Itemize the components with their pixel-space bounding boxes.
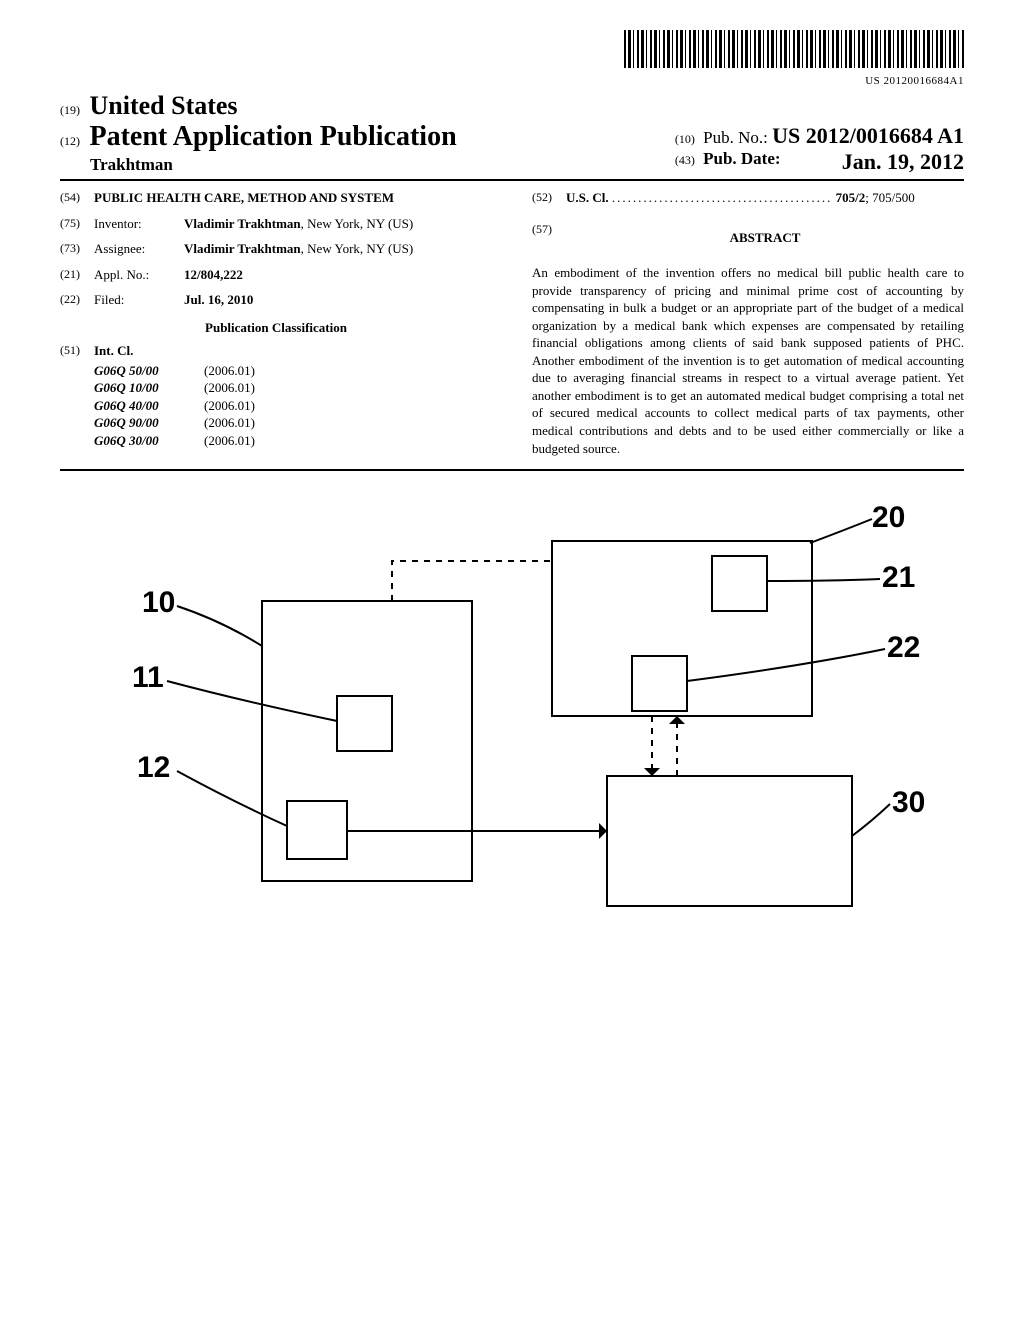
document-header: (19) United States (12) Patent Applicati… xyxy=(60,91,964,181)
author-name: Trakhtman xyxy=(90,155,457,175)
code-75: (75) xyxy=(60,215,94,233)
ref-label-21: 21 xyxy=(882,561,915,595)
intcl-row: G06Q 30/00(2006.01) xyxy=(94,432,492,450)
intcl-code: G06Q 10/00 xyxy=(94,379,204,397)
application-number: 12/804,222 xyxy=(184,266,492,284)
code-21: (21) xyxy=(60,266,94,284)
intcl-list: G06Q 50/00(2006.01)G06Q 10/00(2006.01)G0… xyxy=(60,362,492,450)
ref-label-22: 22 xyxy=(887,631,920,665)
ref-label-20: 20 xyxy=(872,501,905,535)
publication-number: US 2012/0016684 A1 xyxy=(772,123,964,148)
barcode-region: US 20120016684A1 xyxy=(60,30,964,87)
pubdate-label: Pub. Date: xyxy=(703,149,780,168)
ref-label-12: 12 xyxy=(137,751,170,785)
assignee-label: Assignee: xyxy=(94,240,184,258)
inventor-location: , New York, NY (US) xyxy=(301,216,414,231)
code-12: (12) xyxy=(60,134,80,148)
filed-label: Filed: xyxy=(94,291,184,309)
intcl-code: G06Q 50/00 xyxy=(94,362,204,380)
uscl-value-secondary: ; 705/500 xyxy=(865,190,914,205)
country-name: United States xyxy=(90,91,238,120)
figure-svg xyxy=(62,501,962,921)
code-57: (57) xyxy=(532,221,566,257)
code-43: (43) xyxy=(675,153,695,167)
pubno-label: Pub. No.: xyxy=(703,128,768,147)
publication-classification-header: Publication Classification xyxy=(60,319,492,337)
code-51: (51) xyxy=(60,342,94,360)
barcode-text: US 20120016684A1 xyxy=(60,75,964,87)
ref-label-11: 11 xyxy=(132,661,164,695)
assignee-name: Vladimir Trakhtman xyxy=(184,241,301,256)
uscl-dots: ........................................… xyxy=(612,190,833,205)
code-22: (22) xyxy=(60,291,94,309)
intcl-date: (2006.01) xyxy=(204,414,255,432)
filed-date: Jul. 16, 2010 xyxy=(184,291,492,309)
code-54: (54) xyxy=(60,189,94,207)
intcl-date: (2006.01) xyxy=(204,362,255,380)
inventor-name: Vladimir Trakhtman xyxy=(184,216,301,231)
invention-title: PUBLIC HEALTH CARE, METHOD AND SYSTEM xyxy=(94,189,492,207)
abstract-text: An embodiment of the invention offers no… xyxy=(532,264,964,457)
intcl-code: G06Q 40/00 xyxy=(94,397,204,415)
abstract-header: ABSTRACT xyxy=(566,229,964,247)
intcl-row: G06Q 90/00(2006.01) xyxy=(94,414,492,432)
code-52: (52) xyxy=(532,189,566,207)
barcode-graphic xyxy=(624,30,964,68)
intcl-row: G06Q 50/00(2006.01) xyxy=(94,362,492,380)
inventor-label: Inventor: xyxy=(94,215,184,233)
intcl-date: (2006.01) xyxy=(204,379,255,397)
ref-label-10: 10 xyxy=(142,586,175,620)
intcl-row: G06Q 10/00(2006.01) xyxy=(94,379,492,397)
ref-label-30: 30 xyxy=(892,786,925,820)
uscl-value-primary: 705/2 xyxy=(836,190,866,205)
publication-type: Patent Application Publication xyxy=(90,121,457,152)
intcl-date: (2006.01) xyxy=(204,432,255,450)
intcl-code: G06Q 90/00 xyxy=(94,414,204,432)
intcl-label: Int. Cl. xyxy=(94,342,492,360)
code-73: (73) xyxy=(60,240,94,258)
intcl-code: G06Q 30/00 xyxy=(94,432,204,450)
intcl-date: (2006.01) xyxy=(204,397,255,415)
intcl-row: G06Q 40/00(2006.01) xyxy=(94,397,492,415)
uscl-label: U.S. Cl. xyxy=(566,190,609,205)
appl-no-label: Appl. No.: xyxy=(94,266,184,284)
code-10: (10) xyxy=(675,132,695,146)
assignee-location: , New York, NY (US) xyxy=(301,241,414,256)
publication-date: Jan. 19, 2012 xyxy=(842,149,964,175)
bibliographic-data: (54) PUBLIC HEALTH CARE, METHOD AND SYST… xyxy=(60,189,964,471)
code-19: (19) xyxy=(60,103,80,117)
patent-figure: 10 11 12 20 21 22 30 xyxy=(62,501,962,921)
